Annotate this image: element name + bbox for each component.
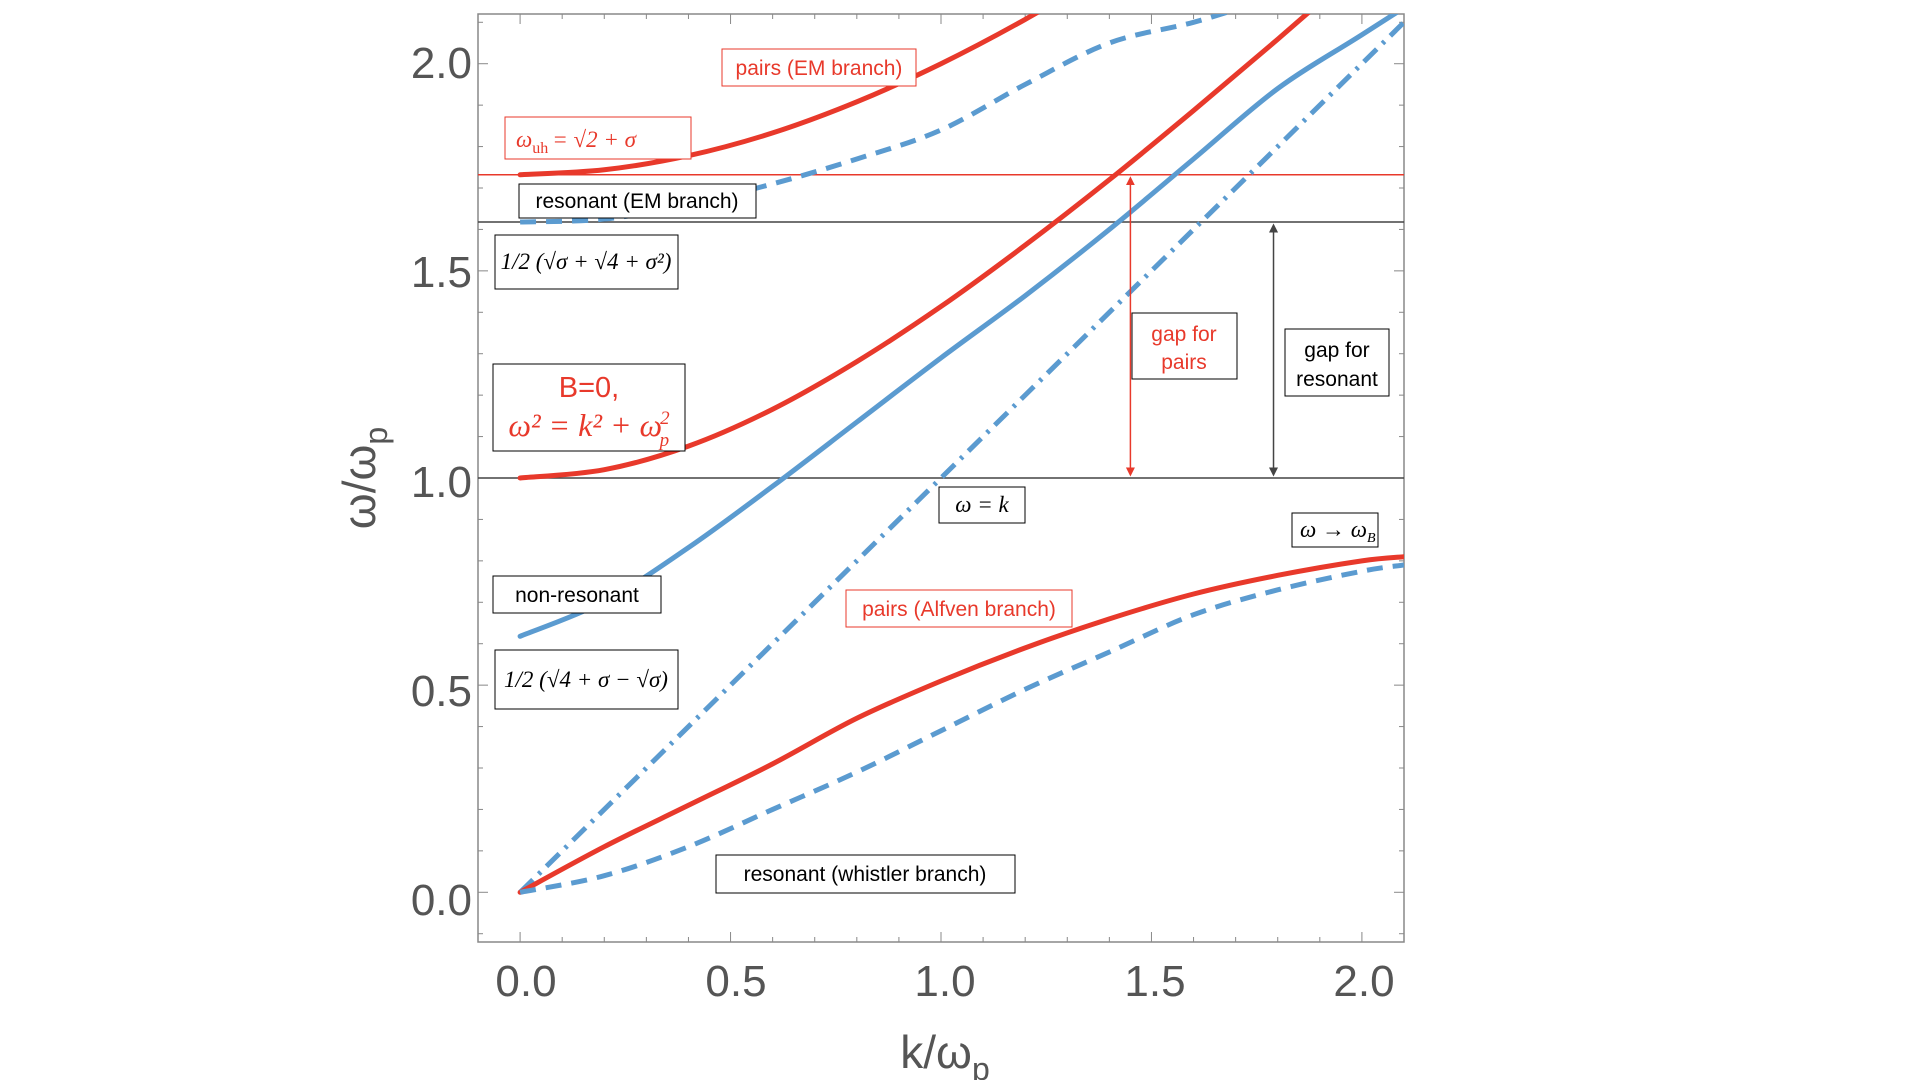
svg-text:resonant (EM branch): resonant (EM branch) (535, 190, 738, 213)
svg-text:gap for: gap for (1151, 323, 1216, 346)
series-line-4 (518, 20, 1404, 895)
x-tick-0: 0.0 (495, 957, 556, 1006)
y-tick-3: 1.5 (411, 248, 472, 297)
x-tick-2: 1.0 (914, 957, 975, 1006)
y-axis-title-main: ω/ω (333, 445, 385, 530)
svg-text:1/2 (√4 + σ − √σ): 1/2 (√4 + σ − √σ) (504, 667, 668, 692)
y-tick-0: 0.0 (411, 876, 472, 925)
label-gap-pairs: gap for pairs (1131, 312, 1238, 380)
y-tick-labels: 0.0 0.5 1.0 1.5 2.0 (411, 39, 472, 925)
svg-text:ω → ωB: ω → ωB (1300, 517, 1376, 546)
series-line-5 (517, 554, 1404, 895)
label-omega-to-b: ω → ωB (1291, 512, 1379, 548)
svg-text:pairs (Alfven branch): pairs (Alfven branch) (862, 598, 1056, 621)
svg-text:resonant (whistler branch): resonant (whistler branch) (744, 863, 987, 886)
series-line-0 (517, 14, 1040, 178)
svg-text:1/2 (√σ + √4 + σ²): 1/2 (√σ + √4 + σ²) (501, 249, 672, 274)
x-tick-1: 0.5 (705, 957, 766, 1006)
gap-arrows (1125, 176, 1279, 477)
label-half-em: 1/2 (√σ + √4 + σ²) (494, 234, 679, 290)
series-line-6 (519, 562, 1404, 895)
svg-text:pairs: pairs (1161, 351, 1207, 374)
label-b0: B=0, ω² = k² + ω2 p (492, 363, 686, 452)
svg-text:non-resonant: non-resonant (515, 584, 639, 607)
svg-text:gap for: gap for (1304, 339, 1369, 362)
label-omega-uh: ωuh = √2 + σ (504, 116, 692, 160)
svg-text:ω² = k² + ω2p: ω² = k² + ω2 p (508, 407, 670, 451)
x-tick-4: 2.0 (1333, 957, 1394, 1006)
x-axis-title-sub: p (972, 1051, 990, 1080)
y-tick-1: 0.5 (411, 667, 472, 716)
y-axis-title: ω/ωp (333, 427, 394, 529)
y-axis-title-sub: p (358, 427, 394, 445)
svg-text:pairs (EM branch): pairs (EM branch) (736, 57, 903, 80)
svg-text:ω = k: ω = k (955, 492, 1009, 517)
y-tick-4: 2.0 (411, 39, 472, 88)
label-gap-resonant: gap for resonant (1284, 328, 1390, 397)
tick-marks (477, 14, 1405, 942)
label-resonant-whistler: resonant (whistler branch) (715, 854, 1016, 894)
label-pairs-alfven: pairs (Alfven branch) (845, 589, 1073, 628)
curves (517, 14, 1404, 895)
svg-text:ωuh= √2 + σ: ωuh = √2 + σ (516, 127, 638, 157)
svg-text:resonant: resonant (1296, 368, 1378, 391)
label-non-resonant: non-resonant (492, 575, 662, 614)
x-tick-3: 1.5 (1124, 957, 1185, 1006)
label-resonant-em: resonant (EM branch) (518, 183, 757, 219)
series-line-2 (517, 14, 1399, 639)
label-pairs-em: pairs (EM branch) (721, 48, 917, 87)
x-axis-title-main: k/ω (900, 1026, 972, 1078)
svg-text:B=0,: B=0, (559, 372, 619, 404)
reference-lines (478, 173, 1404, 479)
x-axis-title: k/ωp (900, 1026, 990, 1080)
label-half-nr: 1/2 (√4 + σ − √σ) (494, 649, 679, 710)
y-tick-2: 1.0 (411, 458, 472, 507)
label-omega-k: ω = k (938, 486, 1026, 524)
x-tick-labels: 0.0 0.5 1.0 1.5 2.0 (495, 957, 1394, 1006)
series-line-1 (517, 14, 1311, 481)
